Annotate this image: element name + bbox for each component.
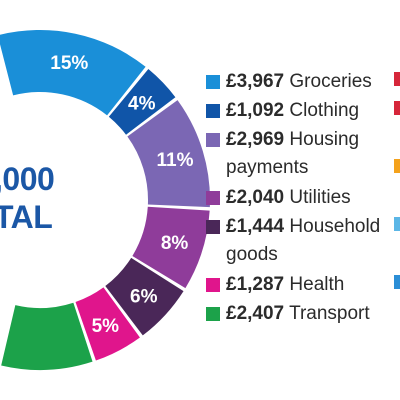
legend-label-groceries: Groceries [289,71,372,92]
legend-label-housing: Housing [289,129,360,150]
legend-label-utilities: Utilities [289,187,351,208]
clipped-legend-swatch [394,217,400,231]
legend-amount-household: £1,444 [226,216,285,237]
legend-label-transport: Transport [289,303,370,324]
slice-label-household: 6% [130,286,158,307]
legend-label-household: Household [289,216,381,237]
legend-amount-groceries: £3,967 [226,71,285,92]
legend-amount-utilities: £2,040 [226,187,285,208]
total-label-line-2: TAL [0,199,53,235]
legend-label-household-line2: goods [226,244,278,265]
legend-swatch-household [206,220,220,234]
clipped-legend-swatch [394,275,400,289]
legend-swatch-utilities [206,191,220,205]
clipped-legend-swatch [394,101,400,115]
slice-label-clothing: 4% [128,93,156,114]
slice-label-housing: 11% [156,150,193,171]
legend-swatch-health [206,278,220,292]
slice-household [105,257,184,336]
legend-swatch-groceries [206,75,220,89]
slice-health [75,287,140,361]
slice-label-utilities: 8% [161,233,189,254]
legend-swatch-transport [206,307,220,321]
slice-transport [1,302,93,371]
slice-label-groceries: 15% [50,53,88,74]
legend-label-clothing: Clothing [289,100,360,121]
clipped-legend-swatch [394,159,400,173]
legend-amount-housing: £2,969 [226,129,285,150]
slice-clothing [108,69,176,135]
legend-amount-clothing: £1,092 [226,100,285,121]
total-label: ,000 TAL [0,160,84,236]
legend-swatch-clothing [206,104,220,118]
slice-groceries [0,30,146,116]
slice-housing [127,100,210,208]
legend-swatch-housing [206,133,220,147]
total-label-line-1: ,000 [0,161,55,197]
clipped-legend-swatch [394,72,400,86]
legend-label-health: Health [289,274,345,295]
legend-label-housing-line2: payments [226,157,309,178]
slice-label-health: 5% [92,316,120,337]
legend-amount-transport: £2,407 [226,303,285,324]
slice-utilities [132,206,210,289]
legend-amount-health: £1,287 [226,274,285,295]
